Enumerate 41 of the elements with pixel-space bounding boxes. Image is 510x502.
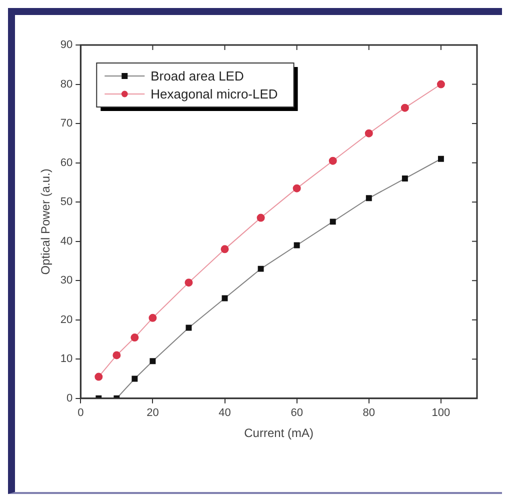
y-tick-label: 10 — [60, 353, 73, 366]
point — [130, 334, 139, 342]
point — [132, 376, 138, 382]
point — [366, 195, 372, 202]
point — [256, 214, 265, 222]
y-tick-label: 80 — [60, 78, 73, 90]
point — [150, 358, 156, 364]
x-tick-label: 40 — [218, 407, 231, 420]
point — [258, 266, 264, 272]
x-axis-title: Current (mA) — [244, 426, 314, 440]
y-tick-label: 30 — [60, 274, 73, 287]
point — [186, 324, 192, 331]
x-tick-label: 60 — [290, 407, 303, 420]
point — [112, 351, 121, 360]
point — [292, 184, 301, 192]
point — [364, 129, 373, 138]
point — [330, 218, 336, 225]
x-tick-label: 20 — [146, 407, 159, 420]
x-tick-label: 100 — [432, 407, 450, 420]
point — [294, 242, 300, 248]
y-tick-label: 20 — [60, 314, 73, 326]
y-tick-label: 60 — [60, 156, 73, 169]
point — [94, 372, 103, 381]
y-tick-label: 50 — [60, 196, 73, 208]
legend-label: Broad area LED — [150, 68, 244, 84]
legend-label: Hexagonal micro-LED — [150, 86, 278, 102]
point — [402, 176, 408, 182]
point — [184, 278, 193, 287]
y-tick-label: 40 — [60, 235, 73, 248]
y-axis-title: Optical Power (a.u.) — [38, 168, 53, 275]
y-tick-label: 0 — [66, 392, 73, 404]
y-tick-label: 90 — [60, 39, 73, 52]
point — [328, 156, 337, 165]
point — [148, 314, 157, 322]
x-tick-label: 80 — [362, 407, 376, 420]
y-tick-label: 70 — [60, 118, 73, 130]
point — [400, 104, 409, 112]
point — [220, 245, 229, 254]
point — [436, 80, 445, 88]
point — [438, 156, 444, 162]
x-tick-label: 0 — [78, 407, 84, 420]
